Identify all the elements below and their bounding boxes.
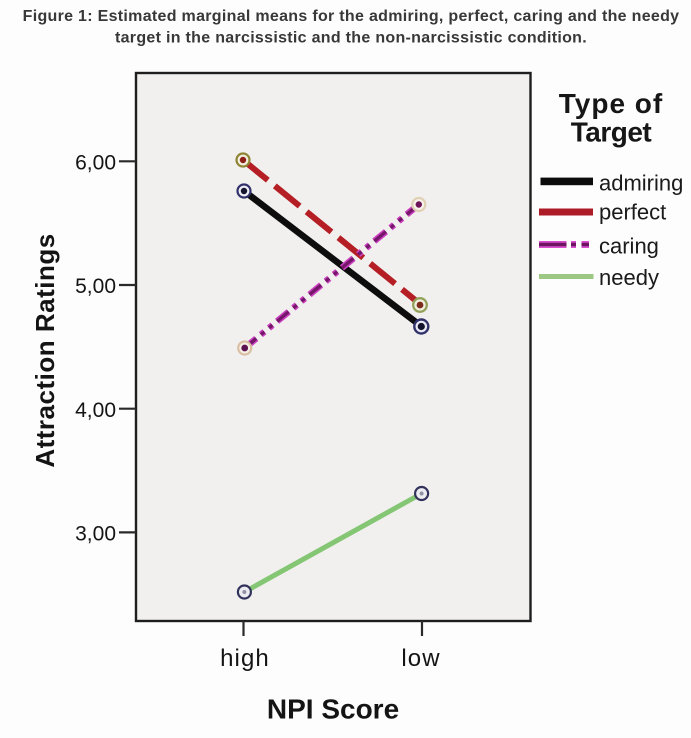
svg-text:high: high	[220, 645, 270, 672]
svg-text:4,00: 4,00	[75, 399, 116, 422]
svg-text:Attraction Ratings: Attraction Ratings	[30, 233, 60, 467]
svg-text:caring: caring	[599, 234, 659, 259]
svg-text:Target: Target	[571, 117, 652, 148]
svg-text:perfect: perfect	[599, 200, 666, 225]
svg-text:6,00: 6,00	[75, 152, 116, 175]
svg-text:low: low	[401, 645, 440, 672]
svg-text:Figure 1: Estimated marginal m: Figure 1: Estimated marginal means for t…	[23, 8, 680, 25]
svg-text:target in the narcissistic and: target in the narcissistic and the non-n…	[115, 30, 587, 47]
svg-text:admiring: admiring	[599, 171, 683, 196]
svg-text:Type of: Type of	[559, 88, 663, 119]
svg-text:needy: needy	[599, 265, 659, 290]
svg-text:NPI Score: NPI Score	[267, 694, 399, 725]
svg-text:5,00: 5,00	[75, 275, 116, 298]
svg-text:3,00: 3,00	[75, 523, 116, 546]
